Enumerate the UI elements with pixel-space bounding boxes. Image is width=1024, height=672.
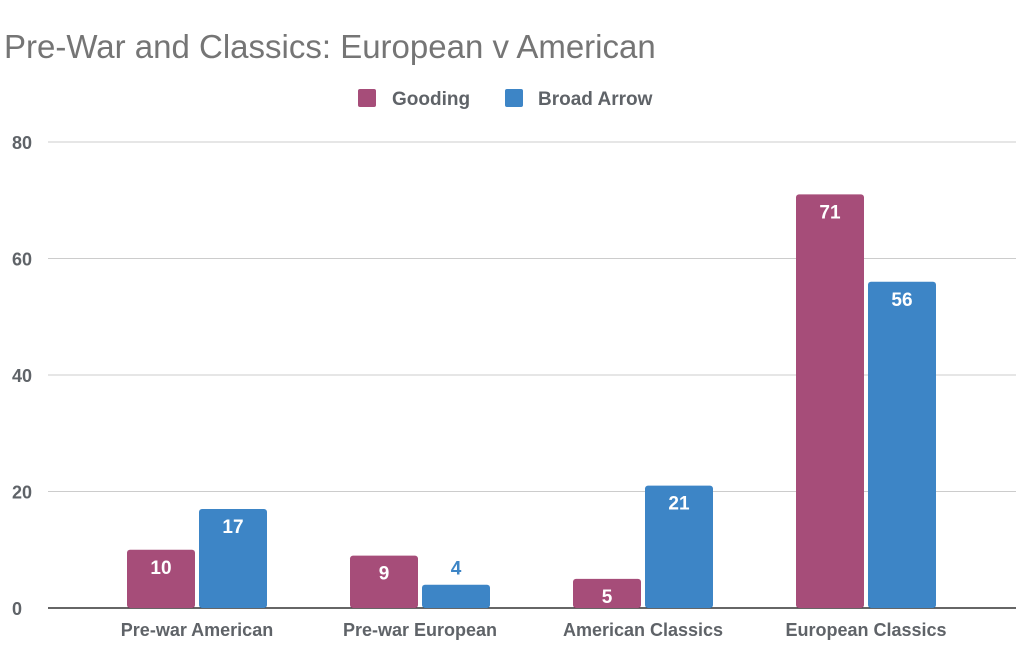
x-category-label-1: Pre-war American <box>121 620 273 640</box>
data-label-broad-arrow-1: 17 <box>222 517 243 538</box>
legend-item-gooding[interactable]: Gooding <box>358 89 470 110</box>
bar-gooding-3[interactable] <box>573 578 641 608</box>
data-label-gooding-4: 71 <box>819 202 841 223</box>
bar-broad-arrow-2[interactable] <box>422 584 490 608</box>
data-label-gooding-3: 5 <box>602 587 613 608</box>
bars <box>127 194 936 609</box>
x-category-label-3: American Classics <box>563 620 723 640</box>
x-category-label-2: Pre-war European <box>343 620 497 640</box>
x-axis-category-labels: Pre-war American Pre-war European American… <box>121 620 947 640</box>
data-label-broad-arrow-4: 56 <box>891 290 912 311</box>
data-labels: 10 17 9 4 5 21 71 56 <box>150 202 912 607</box>
legend-swatch-gooding <box>358 89 376 107</box>
y-tick-label-60: 60 <box>12 250 32 270</box>
data-label-broad-arrow-3: 21 <box>668 494 690 515</box>
y-tick-label-40: 40 <box>12 366 32 386</box>
y-tick-label-80: 80 <box>12 133 32 153</box>
legend-label-broad-arrow: Broad Arrow <box>538 89 653 110</box>
data-label-gooding-2: 9 <box>379 564 390 585</box>
bar-gooding-4[interactable] <box>796 194 864 609</box>
chart-title: Pre-War and Classics: European v America… <box>4 28 656 65</box>
y-tick-label-20: 20 <box>12 483 32 503</box>
legend-swatch-broad-arrow <box>505 89 523 107</box>
legend-item-broad-arrow[interactable]: Broad Arrow <box>505 89 653 110</box>
y-tick-label-0: 0 <box>12 599 22 619</box>
bar-broad-arrow-3[interactable] <box>645 485 713 608</box>
legend-label-gooding: Gooding <box>392 89 470 110</box>
data-label-gooding-1: 10 <box>150 558 171 579</box>
bar-gooding-2[interactable] <box>350 555 418 608</box>
bar-broad-arrow-4[interactable] <box>868 281 936 608</box>
bar-broad-arrow-1[interactable] <box>199 508 267 608</box>
y-axis-tick-labels: 0 20 40 60 80 <box>12 133 32 619</box>
legend: Gooding Broad Arrow <box>358 89 653 110</box>
x-category-label-4: European Classics <box>785 620 946 640</box>
bar-gooding-1[interactable] <box>127 549 195 608</box>
data-label-broad-arrow-2: 4 <box>451 559 462 580</box>
